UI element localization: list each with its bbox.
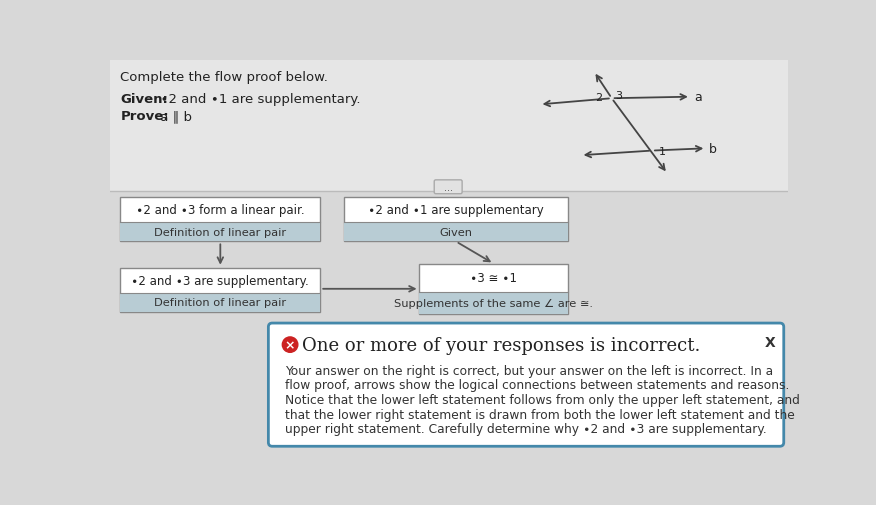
Text: a ∥ b: a ∥ b <box>156 110 192 123</box>
Bar <box>120 197 321 242</box>
Text: ∙2 and ∙3 form a linear pair.: ∙2 and ∙3 form a linear pair. <box>136 204 305 216</box>
Circle shape <box>282 337 298 352</box>
Text: ×: × <box>285 339 295 352</box>
Text: One or more of your responses is incorrect.: One or more of your responses is incorre… <box>302 336 701 354</box>
Bar <box>343 222 569 242</box>
Text: ∙2 and ∙3 are supplementary.: ∙2 and ∙3 are supplementary. <box>131 274 309 287</box>
Text: 3: 3 <box>616 91 623 101</box>
Text: flow proof, arrows show the logical connections between statements and reasons.: flow proof, arrows show the logical conn… <box>285 379 789 392</box>
FancyBboxPatch shape <box>268 323 784 446</box>
Text: Prove:: Prove: <box>120 110 169 123</box>
Bar <box>120 268 321 313</box>
Bar <box>120 293 321 313</box>
Text: 2: 2 <box>596 92 603 103</box>
Bar <box>420 292 569 314</box>
Text: Given: Given <box>440 227 472 237</box>
Text: ∙3 ≅ ∙1: ∙3 ≅ ∙1 <box>470 272 518 285</box>
Text: a: a <box>694 91 702 104</box>
Text: 1: 1 <box>659 146 666 156</box>
Bar <box>110 61 788 191</box>
Text: upper right statement. Carefully determine why ∙2 and ∙3 are supplementary.: upper right statement. Carefully determi… <box>285 423 766 435</box>
Bar <box>420 264 569 314</box>
Text: ...: ... <box>443 182 453 192</box>
Text: Supplements of the same ∠ are ≅.: Supplements of the same ∠ are ≅. <box>394 298 593 308</box>
Bar <box>120 222 321 242</box>
Text: Complete the flow proof below.: Complete the flow proof below. <box>120 71 328 84</box>
Bar <box>343 197 569 242</box>
Text: Definition of linear pair: Definition of linear pair <box>154 227 286 237</box>
Text: X: X <box>766 335 776 349</box>
Text: Definition of linear pair: Definition of linear pair <box>154 298 286 308</box>
Text: ∙2 and ∙1 are supplementary.: ∙2 and ∙1 are supplementary. <box>156 93 361 106</box>
Text: ∙2 and ∙1 are supplementary: ∙2 and ∙1 are supplementary <box>368 204 544 216</box>
Text: b: b <box>710 142 717 156</box>
Text: Your answer on the right is correct, but your answer on the left is incorrect. I: Your answer on the right is correct, but… <box>285 364 773 377</box>
Text: that the lower right statement is drawn from both the lower left statement and t: that the lower right statement is drawn … <box>285 408 795 421</box>
FancyBboxPatch shape <box>434 180 463 194</box>
Text: Notice that the lower left statement follows from only the upper left statement,: Notice that the lower left statement fol… <box>285 393 800 407</box>
Text: Given:: Given: <box>120 93 168 106</box>
